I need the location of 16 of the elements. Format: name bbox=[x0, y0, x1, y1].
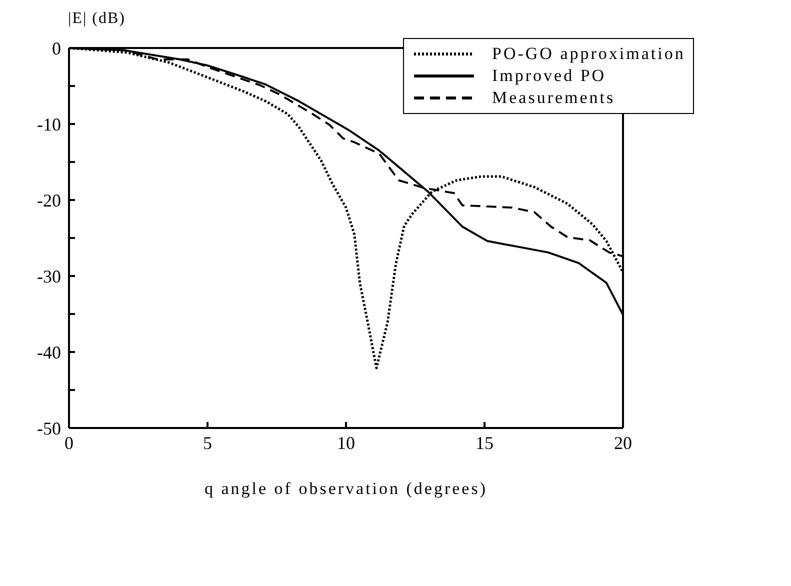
y-tick-label: -10 bbox=[37, 114, 61, 134]
x-tick-label: 0 bbox=[64, 432, 74, 453]
legend-label: PO-GO approximation bbox=[492, 44, 686, 64]
legend-label: Improved PO bbox=[492, 66, 606, 86]
x-tick-label: 5 bbox=[203, 432, 212, 453]
y-tick-label: -50 bbox=[37, 418, 61, 438]
y-tick-label: -30 bbox=[37, 266, 61, 286]
x-tick-label: 15 bbox=[476, 432, 494, 453]
x-tick-label: 10 bbox=[337, 432, 355, 453]
y-tick-label: -20 bbox=[37, 190, 61, 210]
legend-label: Measurements bbox=[492, 88, 616, 108]
y-axis-title: |E| (dB) bbox=[68, 10, 126, 28]
y-tick-label: 0 bbox=[52, 38, 61, 58]
x-tick-label: 20 bbox=[614, 432, 632, 453]
y-tick-label: -40 bbox=[37, 342, 61, 362]
x-axis-title: q angle of observation (degrees) bbox=[204, 479, 488, 498]
